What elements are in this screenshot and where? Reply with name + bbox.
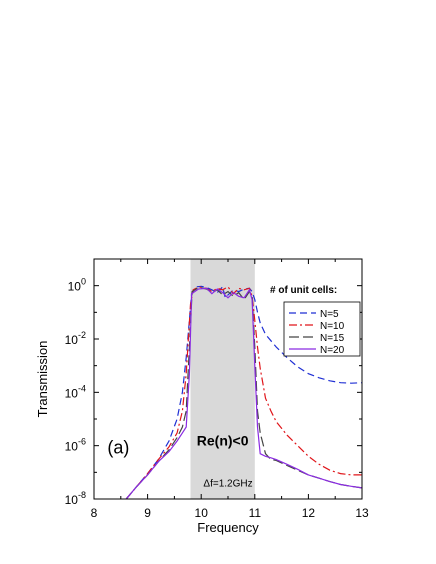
negative-index-band <box>190 259 255 499</box>
x-tick-label: 11 <box>249 506 262 520</box>
legend-entry-label: N=15 <box>320 333 345 344</box>
axis-ticks: 8 9 10 11 12 13 100 10-2 10-4 10-6 10-8 <box>65 259 369 520</box>
annotations: Re(n)<0 Δf=1.2GHz (a) <box>107 433 252 490</box>
legend-entry-label: N=10 <box>320 321 345 332</box>
legend-entry-label: N=20 <box>320 345 345 356</box>
y-tick-label: 10-6 <box>65 437 86 454</box>
y-tick-label: 10-4 <box>65 383 86 400</box>
x-tick-label: 12 <box>302 506 316 520</box>
legend-title: # of unit cells: <box>270 285 337 296</box>
x-tick-label: 9 <box>144 506 151 520</box>
y-axis-label: Transmission <box>35 341 50 418</box>
x-axis-label: Frequency <box>197 520 259 535</box>
y-tick-label: 10-8 <box>65 490 86 507</box>
legend-entry-label: N=5 <box>320 309 339 320</box>
y-tick-label: 10-2 <box>65 330 86 347</box>
annotation-small: Δf=1.2GHz <box>203 478 252 489</box>
series-line-n-10 <box>125 286 362 499</box>
series-group <box>125 285 362 499</box>
plot-area <box>125 259 362 499</box>
series-line-n-5 <box>125 285 362 499</box>
x-tick-label: 10 <box>195 506 209 520</box>
y-tick-label: 100 <box>68 277 86 294</box>
legend: # of unit cells: N=5N=10N=15N=20 <box>270 285 361 357</box>
annotation-panel: (a) <box>107 438 129 458</box>
annotation-bold: Re(n)<0 <box>197 433 249 449</box>
x-tick-label: 8 <box>91 506 98 520</box>
legend-box <box>283 301 361 357</box>
series-line-n-20 <box>125 287 362 499</box>
x-tick-label: 13 <box>355 506 369 520</box>
